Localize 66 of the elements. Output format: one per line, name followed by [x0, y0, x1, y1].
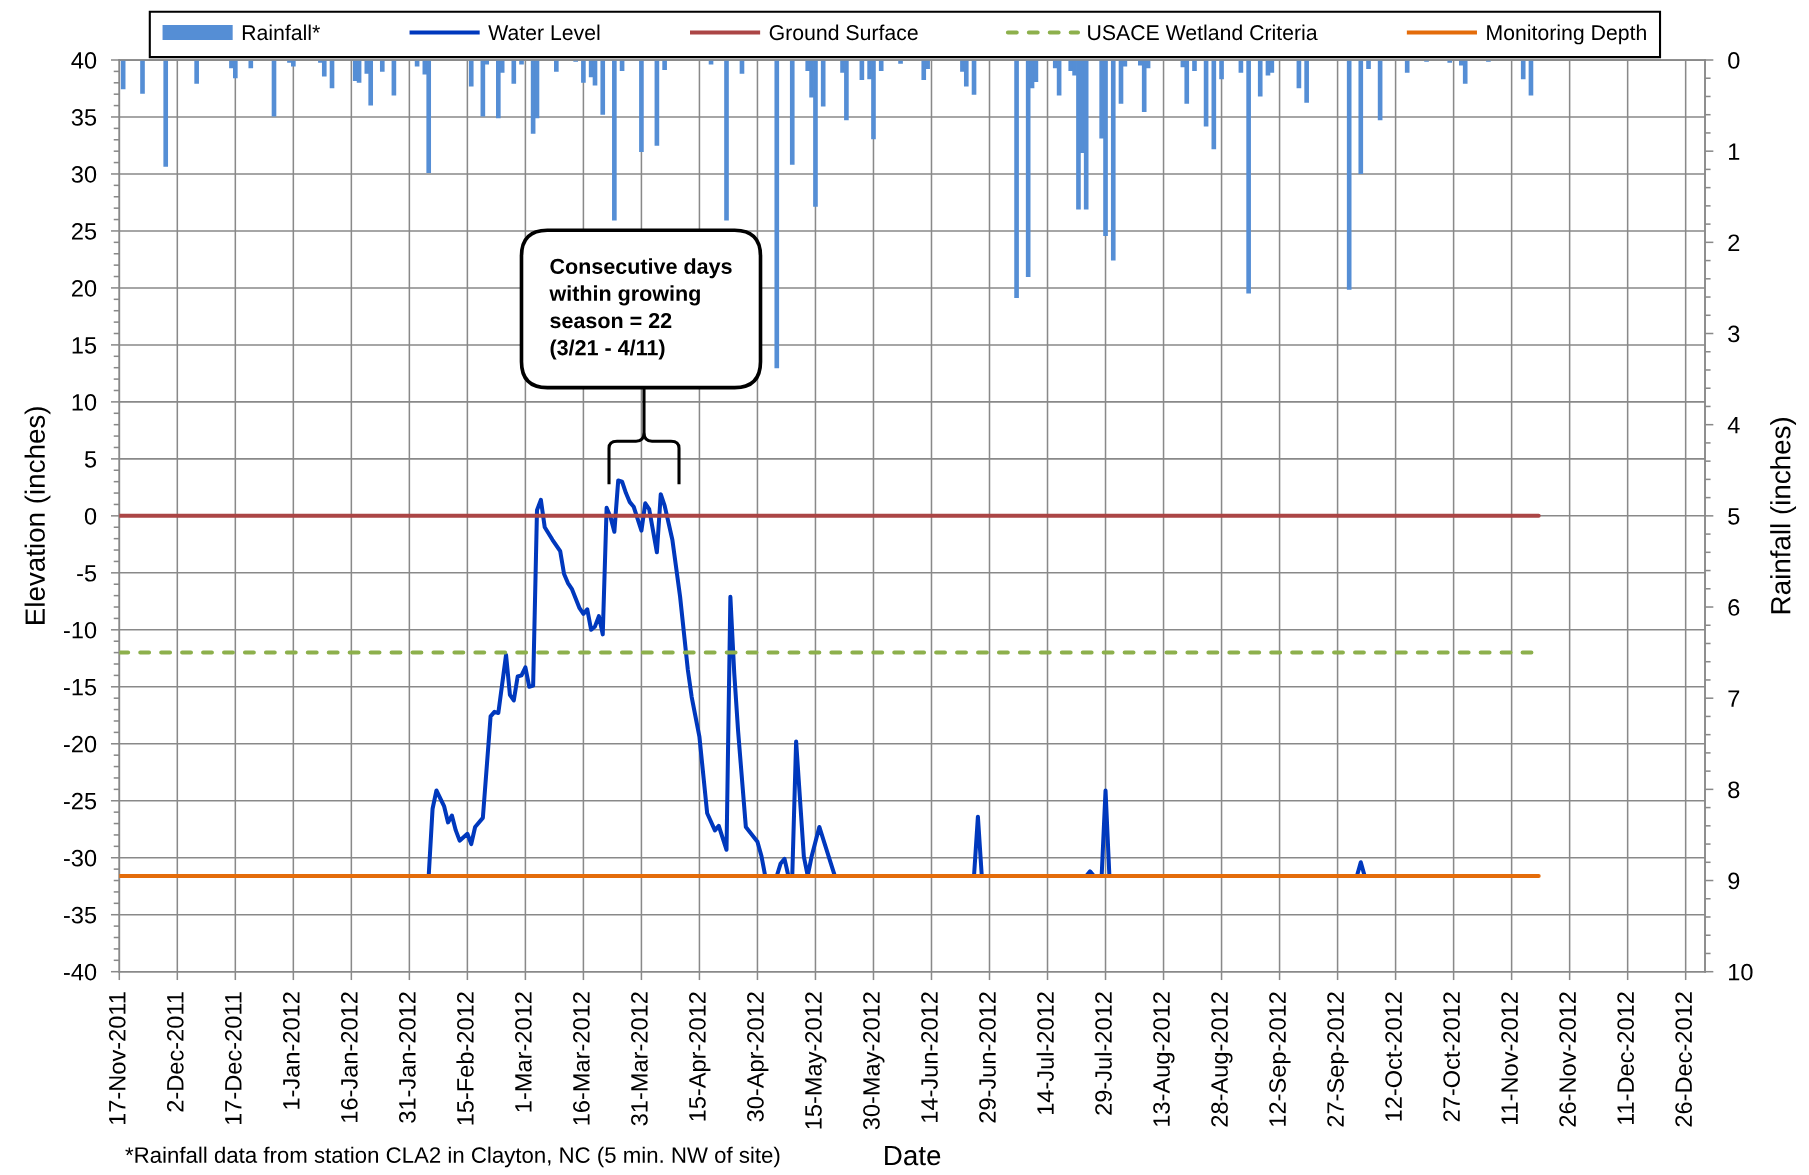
x-tick-label: 1-Jan-2012: [282, 992, 300, 1109]
x-tick-label: 30-May-2012: [863, 992, 885, 1130]
y-tick-label: -15: [64, 679, 97, 696]
text: *Rainfall data from station CLA2 in Clayton, NC (5 min. NW of site): [125, 1146, 780, 1168]
x-tick-label: 29-Jul-2012: [1094, 992, 1112, 1115]
x-tick-label: 14-Jun-2012: [921, 992, 938, 1122]
x-tick-label: 1-Mar-2012: [515, 992, 532, 1112]
y-axis-title: Elevation (inches): [24, 407, 51, 624]
legend-label: Ground Surface: [769, 24, 918, 41]
x-tick-label: 29-Jun-2012: [979, 992, 996, 1123]
y-tick-label: -20: [64, 735, 97, 753]
y-tick-label: -35: [64, 906, 97, 924]
x-tick-label: 17-Dec-2011: [224, 992, 242, 1125]
y2-tick-label: 8: [1728, 781, 1740, 799]
x-tick-label: 30-Apr-2012: [747, 992, 769, 1122]
x-tick-label: 15-May-2012: [805, 992, 827, 1129]
x-tick-label: 15-Feb-2012: [456, 992, 474, 1125]
y-tick-label: 25: [72, 223, 97, 240]
x-tick-label: 16-Mar-2012: [573, 992, 590, 1125]
y-tick-label: 20: [72, 279, 97, 297]
y2-tick-label: 10: [1729, 963, 1753, 981]
y2-tick-label: 9: [1728, 872, 1740, 890]
y-tick-label: 0: [84, 507, 97, 525]
x-tick-label: 11-Nov-2012: [1501, 992, 1518, 1125]
y-tick-label: -10: [64, 621, 97, 639]
x-tick-label: 11-Dec-2012: [1617, 992, 1634, 1125]
x-tick-label: 28-Aug-2012: [1211, 992, 1233, 1127]
legend-label: Rainfall*: [242, 24, 320, 41]
y2-tick-label: 6: [1728, 599, 1740, 616]
x-tick-label: 16-Jan-2012: [340, 992, 358, 1122]
y-tick-label: -40: [64, 963, 97, 981]
x-tick-label: 14-Jul-2012: [1036, 992, 1054, 1115]
y-tick-label: 30: [71, 166, 97, 183]
x-tick-label: 12-Oct-2012: [1385, 992, 1402, 1121]
y-tick-label: 40: [71, 52, 97, 69]
x-tick-label: 2-Dec-2011: [166, 992, 184, 1112]
y-tick-label: 15: [72, 337, 97, 354]
x-tick-label: 12-Sep-2012: [1269, 992, 1291, 1126]
y2-tick-label: 3: [1728, 325, 1740, 343]
legend-label: Water Level: [488, 24, 600, 41]
y2-tick-label: 2: [1728, 234, 1740, 251]
y-tick-label: 10: [72, 393, 97, 411]
x-tick-label: 26-Dec-2012: [1675, 992, 1692, 1127]
y-tick-label: 35: [71, 109, 97, 126]
y2-tick-label: 0: [1728, 52, 1740, 69]
x-tick-label: 17-Nov-2011: [108, 992, 126, 1125]
y-tick-label: -5: [77, 565, 97, 582]
y2-tick-label: 5: [1728, 508, 1740, 525]
legend-label: USACE Wetland Criteria: [1088, 24, 1318, 41]
x-tick-label: 31-Mar-2012: [631, 992, 648, 1126]
x-tick-label: 13-Aug-2012: [1153, 992, 1175, 1126]
y2-tick-label: 4: [1727, 416, 1740, 434]
x-tick-label: 15-Apr-2012: [689, 992, 711, 1121]
x-axis-title: Date: [885, 1145, 941, 1166]
y-tick-label: 5: [84, 451, 97, 468]
legend-label: Monitoring Depth: [1487, 24, 1646, 45]
x-tick-label: 26-Nov-2012: [1559, 992, 1576, 1127]
y-tick-label: -30: [64, 849, 97, 867]
y2-tick-label: 1: [1729, 143, 1740, 160]
y2-tick-label: 7: [1728, 690, 1740, 707]
x-tick-label: 31-Jan-2012: [398, 992, 416, 1123]
annotation: Consecutive days within growing season = 22 (3/21 - 4/11): [549, 258, 732, 360]
x-tick-label: 27-Sep-2012: [1327, 992, 1349, 1127]
y-tick-label: -25: [64, 792, 97, 810]
x-tick-label: 27-Oct-2012: [1443, 992, 1460, 1122]
y2-axis-title: Rainfall (inches): [1770, 417, 1797, 614]
